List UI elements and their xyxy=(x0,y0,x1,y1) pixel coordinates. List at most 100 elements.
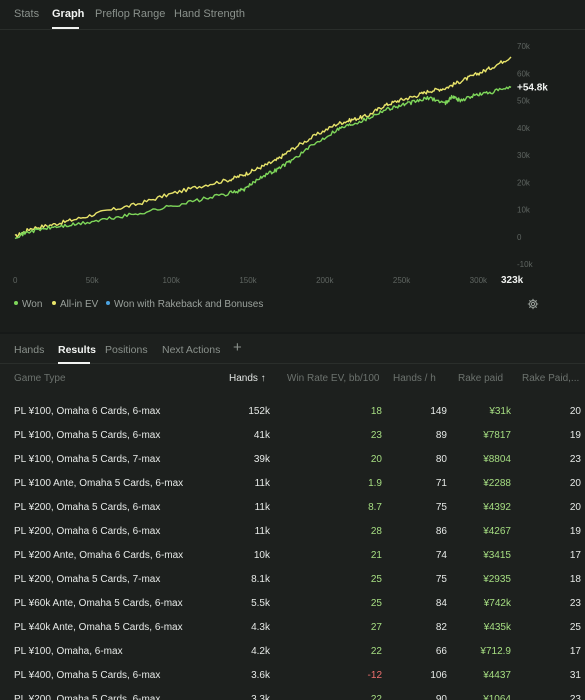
cell-hands: 41k xyxy=(253,430,270,441)
x-tick-label: 100k xyxy=(163,276,181,285)
cell-game-type: PL ¥200, Omaha 5 Cards, 6-max xyxy=(14,694,161,700)
table-row[interactable]: PL ¥100 Ante, Omaha 5 Cards, 6-max 11k 1.9… xyxy=(0,472,585,496)
col-game-type[interactable]: Game Type xyxy=(14,373,66,384)
cell-hands-per-hour: 82 xyxy=(435,622,447,633)
cell-rake-paid: ¥2288 xyxy=(483,478,511,489)
table-row[interactable]: PL ¥40k Ante, Omaha 5 Cards, 6-max 4.3k 27… xyxy=(0,616,585,640)
cell-game-type: PL ¥100, Omaha 5 Cards, 7-max xyxy=(14,454,161,465)
cell-hands: 39k xyxy=(253,454,270,465)
table-row[interactable]: PL ¥200, Omaha 6 Cards, 6-max 11k 28 86 ¥426… xyxy=(0,520,585,544)
col-win-rate-ev[interactable]: Win Rate EV, bb/100 xyxy=(287,373,380,384)
cell-hands: 4.3k xyxy=(251,622,270,633)
x-end-label: 323k xyxy=(501,275,524,286)
y-tick-label: 40k xyxy=(517,124,531,133)
table-row[interactable]: PL ¥100, Omaha 5 Cards, 7-max 39k 20 80 ¥880… xyxy=(0,448,585,472)
cell-win-rate: 22 xyxy=(370,646,382,657)
cell-rake-paid: ¥1064 xyxy=(483,694,511,700)
y-tick-label: 60k xyxy=(517,69,531,78)
cell-rake-paid: ¥4437 xyxy=(483,670,511,681)
cell-rake-paid: ¥712.9 xyxy=(480,646,511,657)
cell-hands-per-hour: 86 xyxy=(435,526,447,537)
top-tab-bar: Stats Graph Preflop Range Hand Strength xyxy=(0,0,585,30)
x-tick-label: 0 xyxy=(13,276,18,285)
cell-win-rate: 22 xyxy=(370,694,382,700)
graph-panel: 70k 60k 50k 40k 30k 20k 10k 0 -10k 0 50k 100k 150k 20… xyxy=(0,30,585,332)
table-row[interactable]: PL ¥400, Omaha 5 Cards, 6-max 3.6k -12 106 ¥… xyxy=(0,664,585,688)
cell-hands-per-hour: 90 xyxy=(435,694,447,700)
tab-next-actions[interactable]: Next Actions xyxy=(162,344,221,356)
cell-win-rate: 28 xyxy=(370,526,382,537)
end-value-label: +54.8k xyxy=(517,82,548,93)
legend-rakeback-label: Won with Rakeback and Bonuses xyxy=(114,299,264,310)
cell-game-type: PL ¥60k Ante, Omaha 5 Cards, 6-max xyxy=(14,598,183,609)
cell-game-type: PL ¥100, Omaha 5 Cards, 6-max xyxy=(14,430,161,441)
x-tick-label: 250k xyxy=(393,276,411,285)
active-subtab-indicator xyxy=(58,362,90,364)
cell-rake-paid: ¥435k xyxy=(483,622,511,633)
gear-icon[interactable] xyxy=(527,298,539,310)
cell-hands: 11k xyxy=(254,502,270,513)
cell-rake-paid: ¥8804 xyxy=(483,454,511,465)
cell-rake-paid-pct: 17 xyxy=(569,550,581,561)
legend-rakeback-dot xyxy=(106,301,110,306)
y-tick-label: 50k xyxy=(517,97,531,106)
cell-hands-per-hour: 106 xyxy=(430,670,447,681)
legend-won[interactable]: Won xyxy=(14,299,42,310)
cell-hands: 3.6k xyxy=(251,670,270,681)
table-row[interactable]: PL ¥100, Omaha 5 Cards, 6-max 41k 23 89 ¥781… xyxy=(0,424,585,448)
cell-rake-paid-pct: 19 xyxy=(569,430,581,441)
cell-win-rate: -12 xyxy=(367,670,382,681)
cell-rake-paid-pct: 20 xyxy=(569,406,581,417)
col-rake-paid-pct[interactable]: Rake Paid,... xyxy=(522,373,580,384)
tab-preflop-range[interactable]: Preflop Range xyxy=(95,8,166,20)
tab-stats[interactable]: Stats xyxy=(14,8,40,20)
cell-rake-paid-pct: 23 xyxy=(569,454,581,465)
cell-rake-paid-pct: 19 xyxy=(569,526,581,537)
y-tick-label: 30k xyxy=(517,151,531,160)
cell-hands-per-hour: 66 xyxy=(435,646,447,657)
legend-rakeback[interactable]: Won with Rakeback and Bonuses xyxy=(106,299,263,310)
cell-win-rate: 27 xyxy=(370,622,382,633)
legend-won-label: Won xyxy=(22,299,43,310)
table-row[interactable]: PL ¥200, Omaha 5 Cards, 6-max 3.3k 22 90 ¥10… xyxy=(0,688,585,700)
cell-hands: 11k xyxy=(254,478,270,489)
tab-positions[interactable]: Positions xyxy=(105,344,148,356)
legend-all-in-ev-dot xyxy=(52,301,56,306)
tab-graph[interactable]: Graph xyxy=(52,8,85,20)
cell-rake-paid-pct: 20 xyxy=(569,502,581,513)
cell-hands-per-hour: 75 xyxy=(435,502,447,513)
cell-hands-per-hour: 71 xyxy=(435,478,447,489)
tab-hands[interactable]: Hands xyxy=(14,344,45,356)
series-line-won xyxy=(14,85,512,240)
cell-hands-per-hour: 74 xyxy=(435,550,447,561)
table-row[interactable]: PL ¥60k Ante, Omaha 5 Cards, 6-max 5.5k 25… xyxy=(0,592,585,616)
x-tick-label: 50k xyxy=(86,276,100,285)
cell-game-type: PL ¥100 Ante, Omaha 5 Cards, 6-max xyxy=(14,478,184,489)
cell-rake-paid-pct: 20 xyxy=(569,478,581,489)
active-tab-indicator xyxy=(52,27,79,29)
cell-win-rate: 18 xyxy=(370,406,382,417)
col-hands[interactable]: Hands ↑ xyxy=(229,373,266,384)
table-row[interactable]: PL ¥200, Omaha 5 Cards, 7-max 8.1k 25 75 ¥29… xyxy=(0,568,585,592)
table-row[interactable]: PL ¥200, Omaha 5 Cards, 6-max 11k 8.7 75 ¥43… xyxy=(0,496,585,520)
y-tick-label: -10k xyxy=(517,260,534,269)
cell-rake-paid: ¥742k xyxy=(483,598,511,609)
series-line-all-in-ev xyxy=(14,56,512,238)
cell-rake-paid: ¥7817 xyxy=(483,430,511,441)
cell-game-type: PL ¥200, Omaha 6 Cards, 6-max xyxy=(14,526,161,537)
table-row[interactable]: PL ¥100, Omaha, 6-max 4.2k 22 66 ¥712.9 17 xyxy=(0,640,585,664)
tab-hand-strength[interactable]: Hand Strength xyxy=(174,8,245,20)
profit-graph[interactable]: 70k 60k 50k 40k 30k 20k 10k 0 -10k 0 50k 100k 150k 20… xyxy=(0,30,585,322)
cell-game-type: PL ¥200, Omaha 5 Cards, 7-max xyxy=(14,574,161,585)
tab-results[interactable]: Results xyxy=(58,344,96,356)
col-rake-paid[interactable]: Rake paid xyxy=(458,373,504,384)
col-hands-per-hour[interactable]: Hands / h xyxy=(393,373,436,384)
table-row[interactable]: PL ¥100, Omaha 6 Cards, 6-max 152k 18 149 ¥3… xyxy=(0,400,585,424)
cell-hands-per-hour: 89 xyxy=(435,430,447,441)
legend-all-in-ev[interactable]: All-in EV xyxy=(52,299,98,310)
cell-hands-per-hour: 149 xyxy=(430,406,447,417)
x-tick-label: 300k xyxy=(470,276,488,285)
table-row[interactable]: PL ¥200 Ante, Omaha 6 Cards, 6-max 10k 21 7… xyxy=(0,544,585,568)
cell-rake-paid: ¥4392 xyxy=(483,502,511,513)
add-tab-button[interactable]: + xyxy=(233,339,242,356)
